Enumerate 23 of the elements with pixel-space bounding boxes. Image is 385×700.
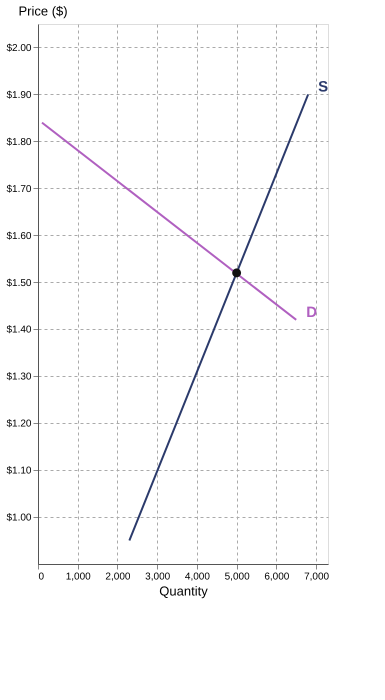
x-tick-label: 7,000 xyxy=(304,572,330,582)
series-label: S xyxy=(318,78,328,96)
y-tick-label: $1.70 xyxy=(6,184,32,195)
y-tick-label: $1.20 xyxy=(6,418,32,430)
y-tick-label: $1.00 xyxy=(6,512,32,524)
x-tick-label: 1,000 xyxy=(66,572,92,582)
x-tick-label: 3,000 xyxy=(145,572,171,582)
y-tick-label: $1.30 xyxy=(6,372,32,383)
y-tick-label: $1.10 xyxy=(6,466,32,477)
x-axis-title: Quantity xyxy=(159,584,208,598)
x-tick-label: 4,000 xyxy=(184,572,210,582)
y-tick-label: $1.60 xyxy=(6,230,32,242)
y-tick-label: $1.50 xyxy=(6,278,32,289)
y-tick-label: $2.00 xyxy=(6,42,32,54)
x-tick-label: 6,000 xyxy=(264,572,290,582)
x-tick-label: 0 xyxy=(38,572,44,582)
y-tick-label: $1.40 xyxy=(6,324,32,336)
y-tick-label: $1.80 xyxy=(6,136,32,148)
x-tick-label: 2,000 xyxy=(105,572,131,582)
x-tick-label: 5,000 xyxy=(224,572,250,582)
y-tick-label: $1.90 xyxy=(6,90,32,101)
series-label: D xyxy=(306,304,318,321)
y-axis-title: Price ($) xyxy=(18,4,68,18)
